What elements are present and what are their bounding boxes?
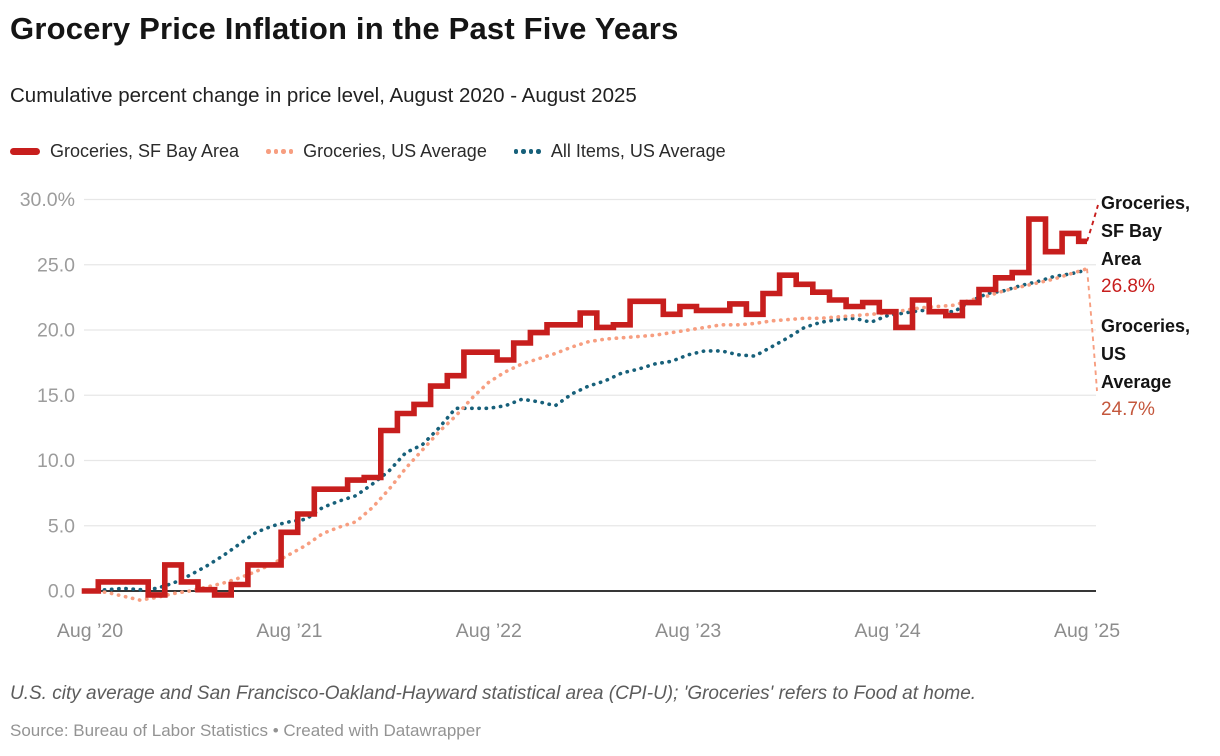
y-axis-tick-label: 30.0% xyxy=(20,189,75,211)
leader-line-sf-bay xyxy=(1086,204,1099,242)
legend-label: Groceries, US Average xyxy=(303,141,487,161)
series-all-items-us-dotted-line xyxy=(88,268,1089,593)
source-line: Source: Bureau of Labor Statistics • Cre… xyxy=(10,721,481,740)
dotted-line-swatch-icon xyxy=(266,149,294,154)
x-axis-tick-label: Aug ’25 xyxy=(1054,620,1120,642)
x-axis-tick-label: Aug ’24 xyxy=(855,620,921,642)
y-axis-tick-label: 10.0 xyxy=(37,450,75,472)
x-axis-tick-label: Aug ’21 xyxy=(256,620,322,642)
series-end-label-sf-bay: Groceries, SF Bay Area 26.8% xyxy=(1101,189,1195,301)
series-end-value: 26.8% xyxy=(1101,276,1155,297)
series-end-label-text: Groceries, SF Bay Area xyxy=(1101,193,1191,269)
chart-legend: Groceries, SF Bay Area Groceries, US Ave… xyxy=(10,141,726,162)
series-end-value: 24.7% xyxy=(1101,399,1155,420)
chart-subtitle: Cumulative percent change in price level… xyxy=(10,84,637,107)
chart-canvas: 30.0% 25.0 20.0 15.0 10.0 5.0 0.0 Aug ’20 Aug ’2… xyxy=(20,189,1121,642)
chart-footnote: U.S. city average and San Francisco-Oakl… xyxy=(10,683,977,704)
series-end-label-us-average: Groceries, US Average 24.7% xyxy=(1101,312,1195,424)
legend-label: Groceries, SF Bay Area xyxy=(50,141,240,161)
page-title: Grocery Price Inflation in the Past Five… xyxy=(10,11,679,46)
legend-label: All Items, US Average xyxy=(550,141,726,161)
legend-item-groceries-sf[interactable]: Groceries, SF Bay Area xyxy=(10,141,239,162)
x-axis-tick-label: Aug ’23 xyxy=(655,620,721,642)
dotted-line-swatch-icon xyxy=(513,149,541,154)
y-axis-tick-label: 20.0 xyxy=(37,320,75,342)
y-axis-tick-label: 0.0 xyxy=(48,581,75,603)
series-end-label-text: Groceries, US Average xyxy=(1101,316,1191,392)
series-groceries-us-dotted-line xyxy=(88,266,1089,602)
y-axis-tick-label: 15.0 xyxy=(37,385,75,407)
x-axis-tick-label: Aug ’20 xyxy=(57,620,123,642)
y-axis-tick-label: 5.0 xyxy=(48,515,75,537)
series-groceries-sf-step-line xyxy=(81,216,1087,598)
x-axis-tick-label: Aug ’22 xyxy=(456,620,522,642)
legend-item-all-items-us[interactable]: All Items, US Average xyxy=(513,141,726,162)
legend-item-groceries-us[interactable]: Groceries, US Average xyxy=(266,141,487,162)
solid-line-swatch-icon xyxy=(10,148,40,155)
y-axis-tick-label: 25.0 xyxy=(37,254,75,276)
